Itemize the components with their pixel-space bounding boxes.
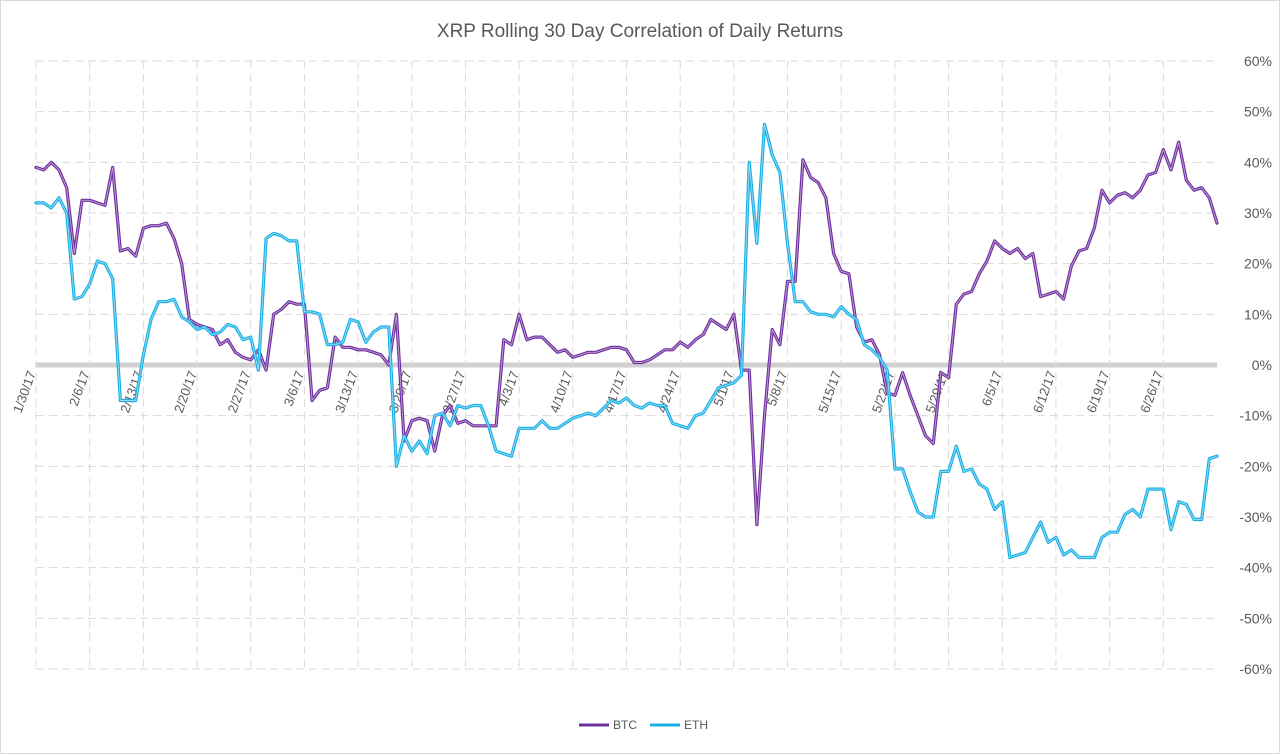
- x-tick-label: 5/1/17: [710, 369, 736, 408]
- x-tick-label: 3/13/17: [332, 369, 361, 415]
- legend: BTC ETH: [579, 718, 708, 732]
- x-tick-label: 2/13/17: [117, 369, 146, 415]
- chart-title: XRP Rolling 30 Day Correlation of Daily …: [437, 21, 843, 42]
- y-tick-label: -50%: [1239, 610, 1272, 626]
- x-axis-tick-labels: 1/30/17 2/6/17 2/13/17 2/20/17 2/27/17 3/6/17…: [10, 369, 1166, 415]
- series-line-highlight-btc: [35, 141, 1218, 526]
- series-lines: [34, 122, 1219, 560]
- x-tick-label: 6/12/17: [1030, 369, 1059, 415]
- y-tick-label: -20%: [1239, 458, 1272, 474]
- y-tick-label: 0%: [1252, 357, 1272, 373]
- x-tick-label: 6/19/17: [1084, 369, 1113, 415]
- x-tick-label: 5/15/17: [815, 369, 844, 415]
- y-tick-label: -40%: [1239, 560, 1272, 576]
- y-axis-tick-labels: 60% 50% 40% 30% 20% 10% 0% -10% -20% -30% -40% -50%…: [1239, 53, 1272, 677]
- x-tick-label: 2/6/17: [66, 369, 92, 408]
- x-tick-label: 4/10/17: [547, 369, 576, 415]
- y-tick-label: 20%: [1244, 256, 1272, 272]
- x-tick-label: 6/26/17: [1137, 369, 1166, 415]
- y-tick-label: 50%: [1244, 104, 1272, 120]
- x-tick-label: 2/20/17: [171, 369, 200, 415]
- x-tick-label: 3/6/17: [281, 369, 307, 408]
- y-tick-label: -10%: [1239, 408, 1272, 424]
- y-tick-label: -30%: [1239, 509, 1272, 525]
- y-tick-label: 10%: [1244, 306, 1272, 322]
- x-tick-label: 1/30/17: [10, 369, 39, 415]
- x-tick-label: 6/5/17: [979, 369, 1005, 408]
- series-line-highlight-eth: [36, 123, 1218, 558]
- grid-lines: [35, 60, 1217, 670]
- legend-label-eth: ETH: [684, 718, 708, 732]
- y-tick-label: -60%: [1239, 661, 1272, 677]
- x-tick-label: 2/27/17: [225, 369, 254, 415]
- y-tick-label: 40%: [1244, 154, 1272, 170]
- x-tick-label: 4/24/17: [654, 369, 683, 415]
- legend-label-btc: BTC: [613, 718, 637, 732]
- y-tick-label: 30%: [1244, 205, 1272, 221]
- y-tick-label: 60%: [1244, 53, 1272, 69]
